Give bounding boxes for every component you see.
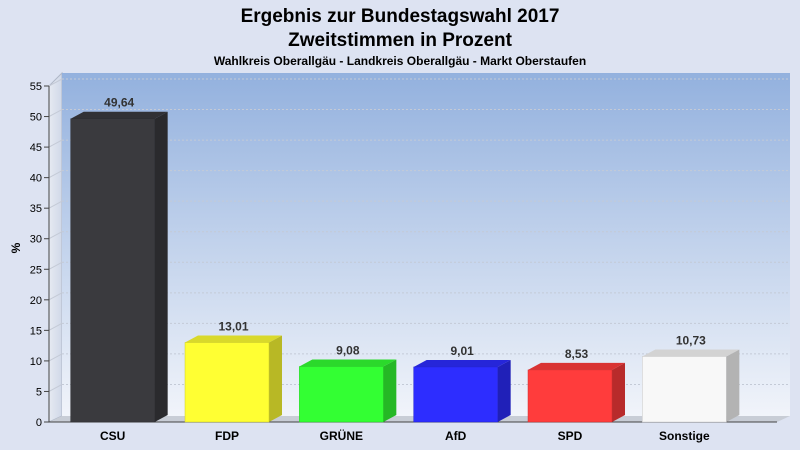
bar-top [642,349,740,357]
bar-side [612,362,625,422]
value-label: 49,64 [104,96,134,110]
gridline-wall [48,170,63,179]
bar-sonstige [642,349,740,423]
y-tick-label: 20 [30,295,42,307]
gridline-wall [48,139,63,148]
category-label: CSU [100,429,125,443]
y-tick-label: 15 [30,325,42,337]
category-label: SPD [558,429,583,443]
gridline-wall [48,231,63,240]
y-axis-label: % [9,242,23,253]
category-label: Sonstige [659,429,710,443]
y-tick-label: 5 [36,386,42,398]
y-tick-label: 45 [30,142,42,154]
value-label: 8,53 [565,347,589,361]
bar-side [497,359,511,422]
bar-spd [527,362,625,423]
bar-front [413,366,498,423]
bar-front [70,118,155,423]
bar-top [70,111,168,119]
chart-subtitle: Zweitstimmen in Prozent [288,30,512,51]
y-tick-label: 55 [30,81,42,93]
y-tick-label: 35 [30,203,42,215]
value-label: 9,08 [336,344,360,358]
bar-afd [413,359,511,423]
gridline-wall [48,353,63,362]
category-labels: CSU FDP GRÜNE AfD SPD Sonstige [100,428,710,443]
gridline-wall [48,261,63,270]
bar-top [413,359,511,367]
bar-top [528,362,625,370]
y-tick-labels: 0 5 10 15 20 25 30 35 40 45 50 55 [30,81,49,429]
bar-top [185,335,282,343]
bar-fdp [184,335,282,423]
y-tick-label: 30 [30,234,42,246]
value-label: 13,01 [218,320,248,334]
gridline-wall [48,78,63,87]
chart-title: Ergebnis zur Bundestagswahl 2017 [241,6,560,27]
bar-side [726,349,740,422]
y-tick-label: 10 [30,356,42,368]
value-labels: 49,64 13,01 9,08 9,01 8,53 10,73 [104,96,706,361]
y-tick-label: 25 [30,264,42,276]
plot-side-wall [48,71,63,423]
gridline-wall [48,384,63,392]
bars [70,111,740,423]
bar-front [642,356,727,423]
chart-caption: Wahlkreis Oberallgäu - Landkreis Oberall… [214,54,586,68]
gridline-wall [48,322,63,331]
bar-grüne [299,359,397,423]
y-tick-label: 0 [36,417,42,429]
gridline-wall [48,200,63,209]
bar-csu [70,111,168,423]
bar-top [299,359,397,367]
bar-front [527,369,613,423]
y-tick-label: 40 [30,173,42,185]
category-label: AfD [445,429,467,443]
bar-side [269,335,282,422]
gridline-wall [48,109,63,117]
value-label: 9,01 [450,344,474,358]
y-tick-label: 50 [30,112,42,124]
value-label: 10,73 [676,333,706,347]
bar-side [383,359,397,422]
category-label: FDP [215,429,239,443]
gridline-wall [48,292,63,301]
bar-front [184,342,270,423]
bar-front [299,366,384,423]
bar-side [154,111,168,423]
category-label: GRÜNE [320,428,363,443]
